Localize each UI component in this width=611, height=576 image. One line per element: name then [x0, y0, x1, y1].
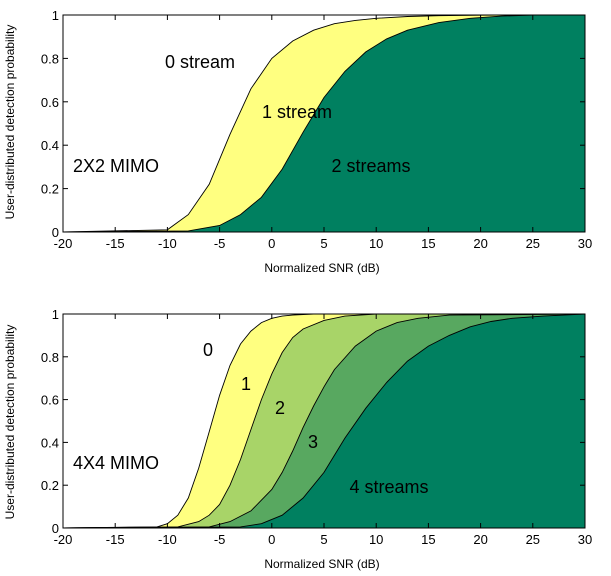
region-0 [63, 15, 585, 232]
x-tick-label: 30 [578, 532, 592, 547]
region-1 [63, 15, 585, 232]
annotation-2: 2 [275, 398, 285, 418]
x-axis-label: Normalized SNR (dB) [264, 557, 379, 571]
x-tick-label: 20 [473, 532, 487, 547]
x-tick-label: 20 [473, 236, 487, 251]
annotation-0: 0 [203, 340, 213, 360]
y-tick-label: 0.4 [41, 138, 59, 153]
annotation-1: 1 [241, 374, 251, 394]
y-tick-label: 1 [52, 307, 59, 322]
x-tick-label: -10 [158, 532, 177, 547]
boundary-curve-0 [62, 14, 585, 233]
annotation-4x4-mimo: 4X4 MIMO [73, 453, 159, 473]
boundary-curve-3 [62, 313, 586, 529]
y-axis-label: User-distributed detection probability [3, 25, 17, 220]
x-tick-label: 25 [526, 532, 540, 547]
x-tick-label: 30 [578, 236, 592, 251]
x-tick-label: 5 [320, 236, 327, 251]
region-1 [63, 314, 585, 528]
y-tick-label: 0 [52, 521, 59, 536]
x-tick-label: -5 [214, 236, 226, 251]
boundary-curve-2 [62, 313, 586, 529]
annotation-0-stream: 0 stream [165, 52, 235, 72]
top-chart-panel: -20 -15 -10 -5 0 5 10 15 20 25 30 0 0.2 0.4 0.6 0.8 1 0 … [3, 8, 592, 275]
x-tick-label: -20 [54, 532, 73, 547]
y-tick-label: 0.8 [41, 51, 59, 66]
x-tick-label: 10 [369, 532, 383, 547]
x-tick-label: 5 [320, 532, 327, 547]
x-tick-label: 10 [369, 236, 383, 251]
y-axis-label: User-distributed detection probability [3, 325, 17, 520]
x-tick-label: 15 [421, 236, 435, 251]
region-2 [63, 314, 585, 528]
y-tick-label: 0.6 [41, 95, 59, 110]
y-tick-label: 0.4 [41, 435, 59, 450]
x-tick-label: 15 [421, 532, 435, 547]
y-tick-label: 0 [52, 225, 59, 240]
x-tick-label: 0 [268, 236, 275, 251]
annotation-1-stream: 1 stream [262, 102, 332, 122]
x-tick-label: -20 [54, 236, 73, 251]
boundary-curve-0 [62, 313, 585, 529]
y-tick-label: 0.2 [41, 182, 59, 197]
annotation-3: 3 [308, 432, 318, 452]
x-tick-label: -15 [106, 236, 125, 251]
y-tick-label: 0.6 [41, 393, 59, 408]
x-tick-label: 0 [268, 532, 275, 547]
y-tick-label: 1 [52, 8, 59, 23]
annotation-2-streams: 2 streams [331, 156, 410, 176]
y-tick-label: 0.8 [41, 350, 59, 365]
annotation-4-streams: 4 streams [349, 477, 428, 497]
x-tick-label: -10 [158, 236, 177, 251]
x-tick-label: -15 [106, 532, 125, 547]
x-tick-label: 25 [526, 236, 540, 251]
x-tick-label: -5 [214, 532, 226, 547]
region-3 [63, 314, 585, 528]
boundary-curve-1 [62, 313, 585, 529]
y-tick-label: 0.2 [41, 478, 59, 493]
x-axis-label: Normalized SNR (dB) [264, 261, 379, 275]
annotation-2x2-mimo: 2X2 MIMO [73, 156, 159, 176]
